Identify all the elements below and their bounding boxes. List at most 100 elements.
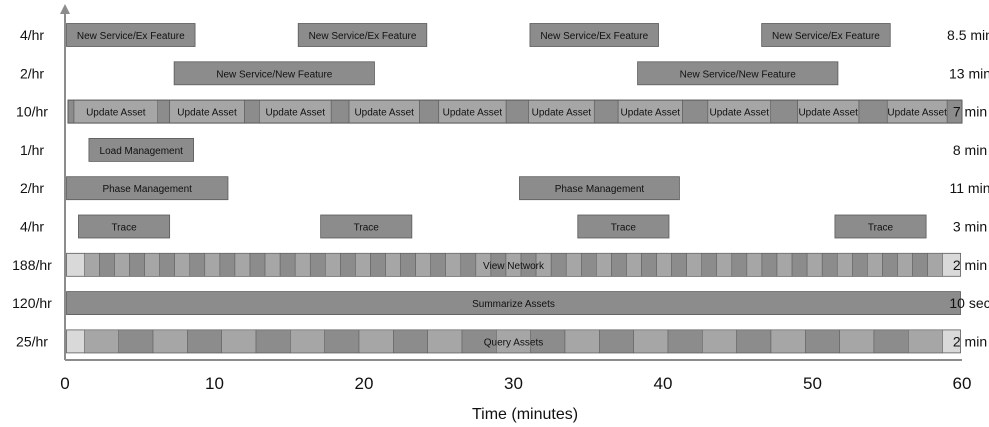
task-label: Phase Management <box>102 184 192 195</box>
strip-segment <box>324 329 360 354</box>
strip-segment <box>565 253 582 277</box>
strip-segment <box>445 253 462 277</box>
strip-segment <box>806 253 823 277</box>
strip-segment <box>839 329 875 354</box>
strip-segment <box>897 253 913 277</box>
gap-segment <box>419 99 440 124</box>
strip-segment <box>294 253 311 277</box>
task-label: Load Management <box>100 146 184 157</box>
strip-segment <box>611 253 627 277</box>
row-rate-label: 2/hr <box>20 180 44 196</box>
strip-segment <box>716 253 733 277</box>
row-duration-label: 10 sec <box>949 295 989 311</box>
x-tick-label: 10 <box>205 374 224 393</box>
strip-segment <box>279 253 296 277</box>
strip-segment <box>633 329 669 354</box>
task-bar <box>297 23 428 47</box>
strip-segment <box>761 253 778 277</box>
strip-segment <box>264 253 281 277</box>
task-label: Phase Management <box>555 184 645 195</box>
strip-segment <box>144 253 160 277</box>
strip-segment <box>626 253 642 277</box>
strip-segment <box>249 253 266 277</box>
strip-segment <box>564 329 600 354</box>
x-tick-label: 50 <box>803 374 822 393</box>
strip-segment <box>701 253 718 277</box>
task-label: Trace <box>868 223 894 234</box>
y-axis-arrow <box>60 4 70 14</box>
gap-segment <box>157 99 170 124</box>
strip-segment <box>686 253 702 277</box>
strip-segment <box>355 253 371 277</box>
task-bar <box>173 61 375 86</box>
gap-segment <box>330 99 350 124</box>
gap-segment <box>244 99 260 124</box>
task-label: New Service/New Feature <box>216 69 333 80</box>
strip-segment <box>234 253 251 277</box>
task-bar <box>88 137 194 162</box>
task-label: Update Asset <box>443 108 503 119</box>
gap-segment <box>67 99 75 124</box>
strip-segment <box>187 329 222 354</box>
row-duration-label: 8 min <box>953 142 987 158</box>
strip-segment <box>129 253 145 277</box>
task-bar <box>519 176 680 201</box>
row-rate-label: 4/hr <box>20 27 44 43</box>
row-duration-label: 2 min <box>953 257 987 273</box>
strip-segment <box>114 253 130 277</box>
strip-segment <box>908 329 943 354</box>
strip-segment <box>152 329 188 354</box>
task-bar <box>78 214 171 239</box>
strip-segment <box>427 329 463 354</box>
strip-segment <box>204 253 221 277</box>
strip-segment <box>290 329 325 354</box>
task-label: Update Asset <box>710 108 770 119</box>
strip-segment <box>84 253 100 277</box>
task-label: New Service/Ex Feature <box>772 31 880 42</box>
task-label: Update Asset <box>354 108 414 119</box>
x-tick-label: 20 <box>355 374 374 393</box>
row-duration-label: 7 min <box>953 104 987 120</box>
task-label: Update Asset <box>86 108 146 119</box>
strip-segment <box>309 253 326 277</box>
row-rate-label: 188/hr <box>12 257 52 273</box>
task-bar <box>637 61 839 86</box>
row-duration-label: 8.5 min <box>947 27 989 43</box>
labels-layer: 4/hr 8.5 min New Service/Ex Feature New Ser… <box>12 27 989 393</box>
strip-segment <box>255 329 291 354</box>
strip-segment <box>746 253 763 277</box>
axes-layer <box>60 4 962 361</box>
strip-segment <box>393 329 428 354</box>
task-label: New Service/Ex Feature <box>309 31 417 42</box>
task-label: New Service/Ex Feature <box>77 31 185 42</box>
strip-segment <box>731 253 748 277</box>
strip-segment <box>596 253 612 277</box>
task-label: Update Asset <box>887 108 947 119</box>
task-bar <box>577 214 670 239</box>
strip-segment <box>882 253 898 277</box>
task-bar <box>529 23 659 47</box>
row-rate-label: 4/hr <box>20 219 44 235</box>
solid-bar-label: Summarize Assets <box>472 299 555 310</box>
strip-segment <box>370 253 386 277</box>
row-duration-label: 3 min <box>953 219 987 235</box>
strip-segment <box>325 253 341 277</box>
strip-segment <box>656 253 672 277</box>
task-label: Update Asset <box>532 108 592 119</box>
strip-segment <box>174 253 191 277</box>
row-rate-label: 1/hr <box>20 142 44 158</box>
strip-segment <box>340 253 356 277</box>
strip-segment <box>736 329 772 354</box>
strip-segment <box>873 329 909 354</box>
strip-segment <box>159 253 175 277</box>
strip-segment <box>667 329 703 354</box>
x-tick-label: 30 <box>504 374 523 393</box>
strip-segment <box>400 253 416 277</box>
task-label: Update Asset <box>265 108 325 119</box>
strip-segment <box>702 329 737 354</box>
row-outline <box>67 99 963 124</box>
strip-segment <box>599 329 634 354</box>
strip-segment <box>460 253 477 277</box>
strip-segment <box>415 253 431 277</box>
